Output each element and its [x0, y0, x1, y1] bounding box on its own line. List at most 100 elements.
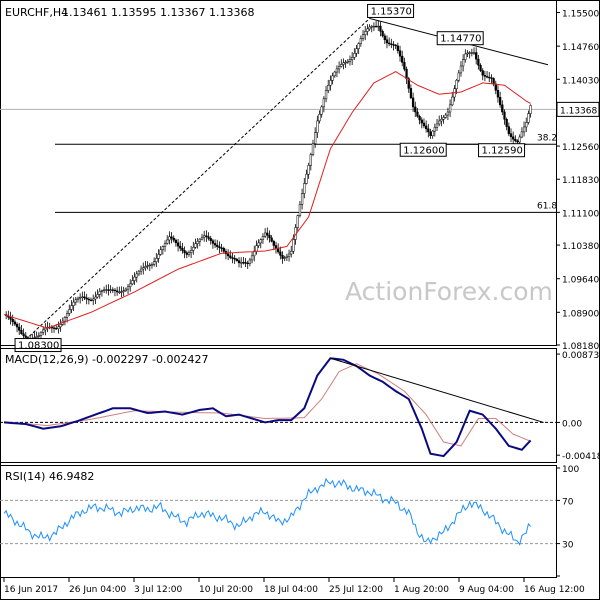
- candle-body: [355, 48, 358, 54]
- candle-body: [79, 296, 82, 299]
- candle-body: [42, 329, 45, 333]
- candle-body: [494, 83, 497, 91]
- candle-body: [111, 289, 114, 291]
- candle-body: [148, 264, 151, 267]
- candle-body: [94, 296, 97, 300]
- candle-body: [416, 111, 419, 117]
- candle-body: [401, 55, 404, 63]
- candle-body: [174, 239, 178, 244]
- candle-body: [11, 318, 14, 323]
- x-tick-label: 16 Aug 12:00: [524, 585, 585, 595]
- candle-body: [92, 298, 95, 301]
- price-ytick-label: 1.11100: [562, 209, 599, 219]
- candle-body: [424, 125, 428, 130]
- macd-ytick-label: -0.004184: [562, 452, 600, 462]
- candle-body: [96, 294, 99, 298]
- candle-body: [314, 132, 317, 144]
- candle-body: [407, 78, 410, 89]
- candle-body: [316, 120, 319, 133]
- candle-body: [203, 235, 206, 238]
- candle-body: [185, 252, 188, 255]
- candle-body: [340, 64, 343, 67]
- candle-body: [525, 122, 528, 128]
- candle-body: [507, 126, 510, 134]
- candle-body: [435, 123, 439, 128]
- price-label: 1.12590: [482, 146, 523, 157]
- candle-body: [427, 128, 430, 133]
- price-panel: EURCHF,H4 1.13461 1.13595 1.13367 1.1336…: [0, 0, 600, 353]
- fib-level-label: 61.8: [537, 201, 557, 211]
- candle-body: [263, 232, 267, 237]
- candle-body: [37, 335, 40, 337]
- current-price-box: [556, 101, 600, 117]
- candle-body: [118, 291, 121, 293]
- candle-body: [39, 332, 43, 336]
- candle-body: [161, 246, 164, 250]
- candle-body: [139, 268, 143, 272]
- candle-body: [361, 34, 365, 39]
- candle-body: [279, 251, 282, 256]
- candle-body: [231, 257, 234, 259]
- candle-body: [324, 90, 328, 100]
- x-tick-label: 9 Aug 04:00: [459, 585, 514, 595]
- rsi-title: RSI(14) 46.9482: [5, 470, 94, 483]
- macd-trend-line: [330, 357, 544, 423]
- candle-body: [200, 236, 204, 240]
- candle-body: [318, 113, 321, 122]
- candle-body: [74, 299, 77, 303]
- candle-body: [105, 289, 108, 291]
- candle-body: [455, 79, 458, 89]
- candle-body: [374, 25, 378, 28]
- candle-body: [35, 336, 38, 338]
- candle-body: [438, 120, 441, 125]
- candle-body: [170, 236, 173, 239]
- rsi-panel: RSI(14) 46.9482 100 70 30: [0, 465, 579, 578]
- candle-body: [235, 258, 238, 261]
- candle-body: [213, 243, 217, 246]
- candle-body: [390, 43, 393, 45]
- candle-body: [272, 241, 275, 246]
- candle-body: [270, 237, 273, 242]
- candle-body: [372, 25, 376, 28]
- x-tick-label: 3 Jul 12:00: [134, 585, 183, 595]
- candle-body: [346, 60, 349, 63]
- x-tick-label: 1 Aug 20:00: [394, 585, 449, 595]
- candle-body: [9, 316, 12, 320]
- candle-body: [277, 248, 280, 253]
- candle-body: [57, 326, 60, 329]
- price-label-box: [478, 143, 526, 158]
- candle-body: [403, 62, 406, 70]
- candle-body: [307, 165, 310, 175]
- candle-body: [342, 62, 345, 65]
- candle-body: [503, 111, 506, 120]
- candle-body: [131, 280, 134, 285]
- candle-body: [259, 239, 262, 244]
- watermark: ActionForex.com: [345, 277, 553, 306]
- candle-body: [163, 243, 167, 247]
- candle-body: [405, 68, 408, 79]
- candle-body: [150, 264, 154, 266]
- candle-body: [194, 243, 197, 248]
- candle-body: [303, 183, 306, 194]
- ohlc-header: 1.13461 1.13595 1.13367 1.13368: [62, 6, 254, 19]
- candle-body: [470, 52, 473, 54]
- candle-body: [229, 255, 232, 258]
- candle-body: [285, 255, 289, 258]
- candle-body: [59, 324, 62, 328]
- candle-body: [70, 305, 73, 310]
- candle-body: [446, 111, 450, 116]
- candle-body: [274, 245, 278, 249]
- candle-body: [366, 28, 369, 32]
- candle-body: [107, 289, 110, 291]
- candle-body: [155, 258, 158, 262]
- candle-body: [196, 241, 199, 244]
- macd-signal-line: [3, 363, 531, 447]
- candle-body: [216, 244, 219, 247]
- candle-body: [409, 88, 413, 99]
- x-tick-label: 25 Jul 12:00: [329, 585, 383, 595]
- candle-body: [100, 290, 104, 292]
- candle-body: [298, 204, 302, 216]
- candle-body: [520, 131, 524, 138]
- candle-body: [490, 77, 493, 79]
